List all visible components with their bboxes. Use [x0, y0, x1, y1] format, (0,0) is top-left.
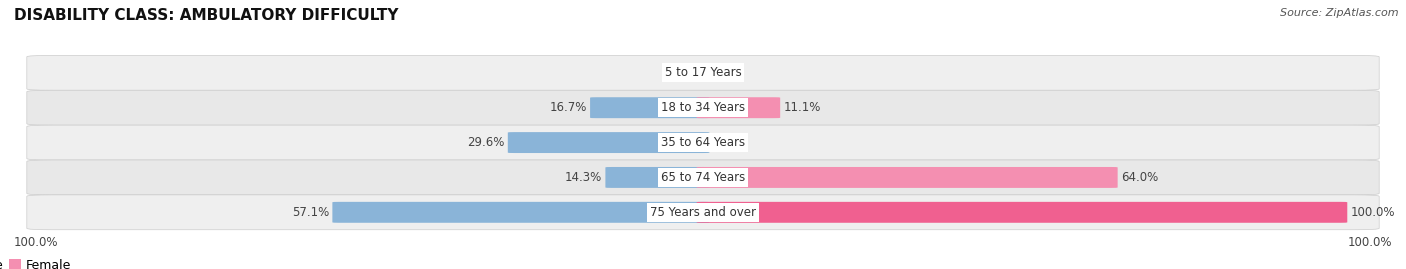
Text: 16.7%: 16.7%: [550, 101, 586, 114]
FancyBboxPatch shape: [696, 202, 1347, 223]
Text: 35 to 64 Years: 35 to 64 Years: [661, 136, 745, 149]
Text: 18 to 34 Years: 18 to 34 Years: [661, 101, 745, 114]
FancyBboxPatch shape: [27, 160, 1379, 195]
Text: 100.0%: 100.0%: [1351, 206, 1395, 219]
FancyBboxPatch shape: [508, 132, 710, 153]
FancyBboxPatch shape: [696, 97, 780, 118]
Text: 65 to 74 Years: 65 to 74 Years: [661, 171, 745, 184]
FancyBboxPatch shape: [606, 167, 710, 188]
Text: 0.0%: 0.0%: [713, 136, 742, 149]
Text: 64.0%: 64.0%: [1121, 171, 1159, 184]
Text: 0.0%: 0.0%: [664, 66, 693, 79]
Text: 29.6%: 29.6%: [467, 136, 505, 149]
Text: 100.0%: 100.0%: [1347, 236, 1392, 249]
Text: 75 Years and over: 75 Years and over: [650, 206, 756, 219]
Text: 57.1%: 57.1%: [292, 206, 329, 219]
FancyBboxPatch shape: [27, 125, 1379, 160]
FancyBboxPatch shape: [27, 90, 1379, 125]
FancyBboxPatch shape: [332, 202, 710, 223]
Text: DISABILITY CLASS: AMBULATORY DIFFICULTY: DISABILITY CLASS: AMBULATORY DIFFICULTY: [14, 8, 398, 23]
Text: Source: ZipAtlas.com: Source: ZipAtlas.com: [1281, 8, 1399, 18]
Legend: Male, Female: Male, Female: [0, 259, 72, 269]
Text: 100.0%: 100.0%: [14, 236, 59, 249]
FancyBboxPatch shape: [27, 55, 1379, 90]
Text: 11.1%: 11.1%: [783, 101, 821, 114]
Text: 14.3%: 14.3%: [565, 171, 602, 184]
FancyBboxPatch shape: [591, 97, 710, 118]
FancyBboxPatch shape: [27, 195, 1379, 230]
Text: 5 to 17 Years: 5 to 17 Years: [665, 66, 741, 79]
Text: 0.0%: 0.0%: [713, 66, 742, 79]
FancyBboxPatch shape: [696, 167, 1118, 188]
